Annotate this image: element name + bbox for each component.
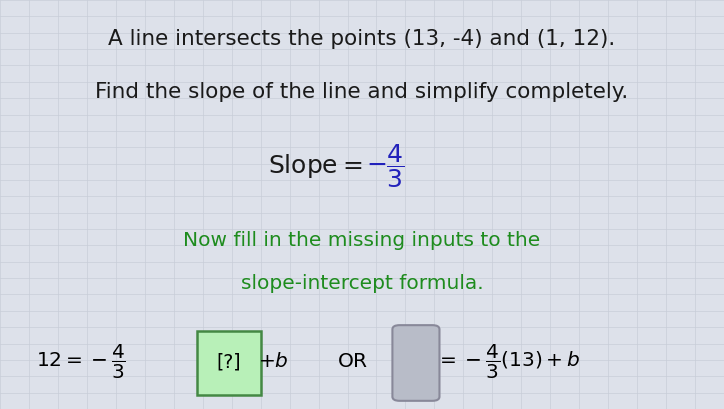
- Text: A line intersects the points (13, -4) and (1, 12).: A line intersects the points (13, -4) an…: [109, 29, 615, 49]
- FancyBboxPatch shape: [392, 325, 439, 401]
- Text: Find the slope of the line and simplify completely.: Find the slope of the line and simplify …: [96, 82, 628, 102]
- Text: $12 = -\dfrac{4}{3}$: $12 = -\dfrac{4}{3}$: [36, 343, 126, 381]
- FancyBboxPatch shape: [197, 331, 261, 395]
- Text: $= -\dfrac{4}{3}(13) + b$: $= -\dfrac{4}{3}(13) + b$: [436, 343, 581, 381]
- Text: $+ b$: $+ b$: [258, 353, 289, 371]
- Text: [?]: [?]: [216, 353, 241, 371]
- Text: slope-intercept formula.: slope-intercept formula.: [240, 274, 484, 293]
- Text: Now fill in the missing inputs to the: Now fill in the missing inputs to the: [183, 231, 541, 250]
- Text: $-\dfrac{4}{3}$: $-\dfrac{4}{3}$: [366, 142, 405, 189]
- Text: $\mathrm{OR}$: $\mathrm{OR}$: [337, 353, 369, 371]
- Text: $\mathrm{Slope} = $: $\mathrm{Slope} = $: [268, 152, 362, 180]
